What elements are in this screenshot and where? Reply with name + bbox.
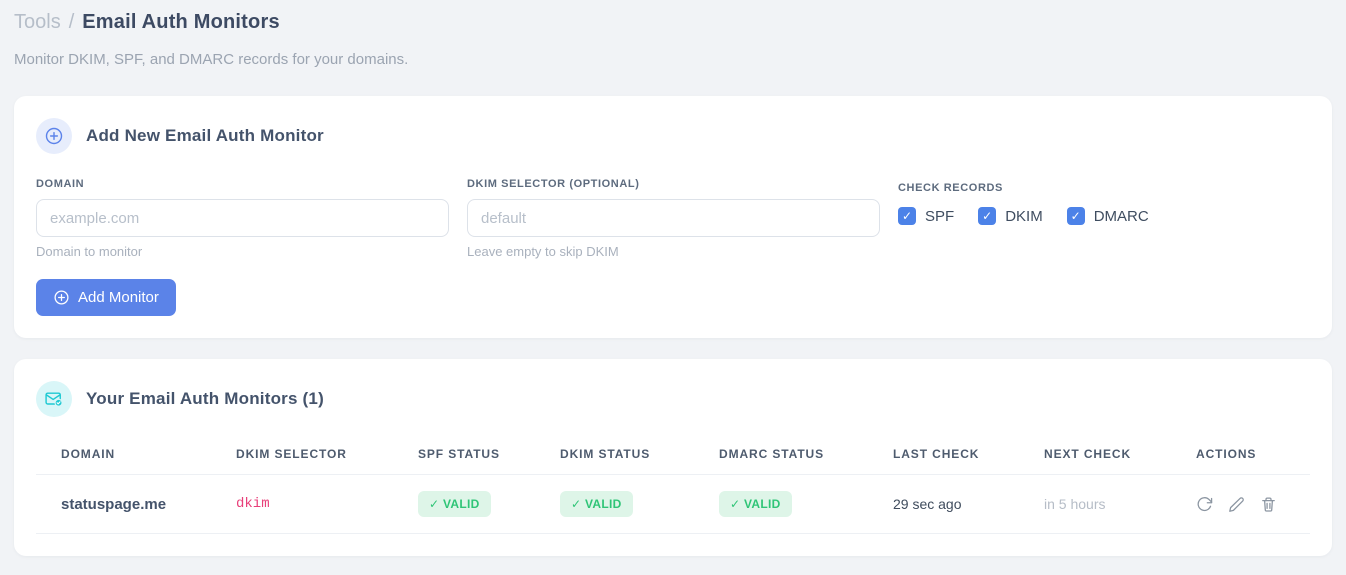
dmarc-checkbox[interactable]: ✓ bbox=[1066, 207, 1085, 225]
table-header-row: DOMAIN DKIM SELECTOR SPF STATUS DKIM STA… bbox=[36, 441, 1310, 475]
breadcrumb-separator: / bbox=[68, 11, 75, 33]
domain-field-label: DOMAIN bbox=[36, 178, 85, 190]
column-header-domain: DOMAIN bbox=[36, 441, 211, 475]
spf-checkbox-label: SPF bbox=[925, 207, 955, 225]
monitor-next-check: in 5 hours bbox=[1019, 474, 1171, 534]
breadcrumb: Tools / Email Auth Monitors bbox=[14, 11, 1332, 34]
spf-checkbox-option[interactable]: ✓ SPF bbox=[898, 207, 954, 225]
column-header-dkim-selector: DKIM SELECTOR bbox=[211, 441, 393, 475]
dkim-status-cell: ✓ VALID bbox=[535, 474, 694, 534]
check-records-label: CHECK RECORDS bbox=[898, 182, 1003, 194]
page-subtitle: Monitor DKIM, SPF, and DMARC records for… bbox=[14, 51, 409, 68]
row-actions bbox=[1196, 496, 1310, 513]
column-header-dkim-status: DKIM STATUS bbox=[535, 441, 694, 475]
add-monitor-button[interactable]: Add Monitor bbox=[36, 279, 176, 316]
domain-field-group: DOMAIN Domain to monitor bbox=[36, 178, 449, 259]
spf-status-cell: ✓ VALID bbox=[393, 474, 535, 534]
dkim-selector-field-label: DKIM SELECTOR (OPTIONAL) bbox=[467, 178, 640, 190]
add-monitor-card-header: Add New Email Auth Monitor bbox=[36, 118, 1310, 154]
breadcrumb-tools-link[interactable]: Tools bbox=[14, 11, 61, 33]
dkim-selector-field-group: DKIM SELECTOR (OPTIONAL) Leave empty to … bbox=[467, 178, 880, 259]
dkim-selector-input[interactable] bbox=[467, 199, 880, 237]
add-monitor-card: Add New Email Auth Monitor DOMAIN Domain… bbox=[14, 96, 1332, 338]
domain-input[interactable] bbox=[36, 199, 449, 237]
dmarc-checkbox-option[interactable]: ✓ DMARC bbox=[1066, 207, 1149, 225]
dkim-status-badge: ✓ VALID bbox=[560, 491, 633, 517]
dkim-checkbox[interactable]: ✓ bbox=[978, 207, 997, 225]
monitors-card-header: Your Email Auth Monitors (1) bbox=[36, 381, 1310, 417]
plus-circle-icon bbox=[53, 289, 70, 306]
edit-icon[interactable] bbox=[1228, 496, 1245, 513]
spf-checkbox[interactable]: ✓ bbox=[898, 207, 916, 225]
column-header-spf-status: SPF STATUS bbox=[393, 441, 535, 475]
add-monitor-form: DOMAIN Domain to monitor DKIM SELECTOR (… bbox=[36, 178, 1310, 259]
table-row: statuspage.me dkim ✓ VALID ✓ VALID ✓ VAL… bbox=[36, 474, 1310, 534]
page-title: Email Auth Monitors bbox=[82, 11, 280, 33]
actions-cell bbox=[1171, 474, 1310, 534]
dmarc-checkbox-label: DMARC bbox=[1093, 207, 1149, 225]
spf-status-badge: ✓ VALID bbox=[418, 491, 491, 517]
monitors-table: DOMAIN DKIM SELECTOR SPF STATUS DKIM STA… bbox=[36, 441, 1310, 534]
page: Tools / Email Auth Monitors Monitor DKIM… bbox=[14, 0, 1332, 556]
dkim-checkbox-label: DKIM bbox=[1005, 207, 1043, 225]
page-header: Tools / Email Auth Monitors Monitor DKIM… bbox=[14, 0, 1332, 68]
monitors-card: Your Email Auth Monitors (1) DOMAIN DKIM… bbox=[14, 359, 1332, 556]
refresh-icon[interactable] bbox=[1196, 496, 1213, 513]
domain-field-helper: Domain to monitor bbox=[36, 244, 143, 259]
dmarc-status-cell: ✓ VALID bbox=[694, 474, 868, 534]
monitor-dkim-selector: dkim bbox=[211, 474, 393, 534]
check-records-options: ✓ SPF ✓ DKIM ✓ DMARC bbox=[898, 207, 1310, 225]
column-header-actions: ACTIONS bbox=[1171, 441, 1310, 475]
dkim-selector-field-helper: Leave empty to skip DKIM bbox=[467, 244, 619, 259]
column-header-dmarc-status: DMARC STATUS bbox=[694, 441, 868, 475]
monitors-card-title: Your Email Auth Monitors (1) bbox=[86, 389, 324, 408]
column-header-last-check: LAST CHECK bbox=[868, 441, 1019, 475]
monitor-domain: statuspage.me bbox=[36, 474, 211, 534]
check-records-group: CHECK RECORDS ✓ SPF ✓ DKIM ✓ DMARC bbox=[898, 178, 1310, 259]
column-header-next-check: NEXT CHECK bbox=[1019, 441, 1171, 475]
monitor-last-check: 29 sec ago bbox=[868, 474, 1019, 534]
envelope-check-icon bbox=[36, 381, 72, 417]
dkim-checkbox-option[interactable]: ✓ DKIM bbox=[978, 207, 1043, 225]
dmarc-status-badge: ✓ VALID bbox=[719, 491, 792, 517]
add-monitor-card-title: Add New Email Auth Monitor bbox=[86, 126, 324, 145]
add-monitor-button-label: Add Monitor bbox=[78, 289, 159, 306]
plus-circle-icon bbox=[36, 118, 72, 154]
delete-icon[interactable] bbox=[1260, 496, 1277, 513]
